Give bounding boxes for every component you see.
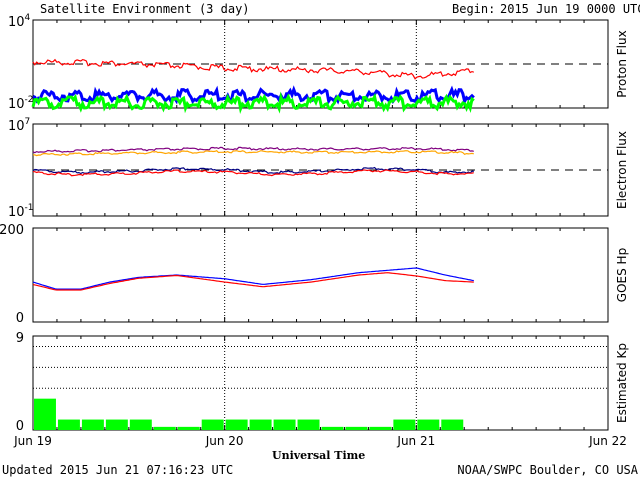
kp-bar	[345, 426, 368, 430]
kp-bar	[153, 426, 176, 430]
electron-y-tick-exponent: 7	[25, 117, 31, 127]
proton-y-tick-exponent: 4	[25, 13, 31, 23]
kp-bar	[417, 419, 440, 430]
begin-value: 2015 Jun 19 0000 UTC	[500, 2, 640, 16]
electron-series-purple	[32, 146, 474, 154]
x-tick-label: Jun 20	[205, 434, 244, 448]
kp-bar	[105, 419, 128, 430]
electron-y-axis-label: Electron Flux	[615, 131, 629, 209]
proton-y-tick-label: 104	[8, 13, 31, 30]
hp-series-blue	[32, 267, 474, 290]
hp-series-red	[32, 272, 474, 291]
hp-y-axis-label: GOES Hp	[615, 248, 629, 302]
electron-series-orange	[32, 150, 474, 157]
kp-bar	[177, 426, 200, 430]
kp-bar	[225, 419, 248, 430]
x-axis-label: Universal Time	[272, 449, 366, 462]
kp-bar	[34, 398, 56, 430]
proton-series-red	[32, 58, 474, 80]
proton-y-tick-exponent: -2	[25, 95, 34, 105]
electron-series-darkblue	[32, 166, 474, 175]
x-tick-label: Jun 22	[588, 434, 627, 448]
x-tick-label: Jun 19	[13, 434, 52, 448]
kp-panel-frame	[32, 335, 609, 431]
credit-text: NOAA/SWPC Boulder, CO USA	[457, 463, 638, 477]
kp-bar	[393, 419, 416, 430]
kp-bar	[297, 419, 320, 430]
kp-bar	[129, 419, 152, 430]
kp-bar	[249, 419, 272, 430]
kp-y-tick-label: 0	[16, 419, 24, 434]
electron-series-red	[33, 169, 474, 177]
electron-y-tick-label: 10-1	[8, 203, 34, 220]
proton-series-blue	[32, 85, 475, 106]
x-tick-label: Jun 21	[396, 434, 435, 448]
kp-bar	[273, 419, 296, 430]
kp-bar	[441, 419, 464, 430]
kp-bar	[57, 419, 80, 430]
proton-y-tick-label: 10-2	[8, 95, 34, 112]
hp-panel-frame	[32, 227, 609, 323]
kp-bar	[321, 426, 344, 430]
begin-label: Begin:	[452, 2, 496, 16]
electron-y-tick-exponent: -1	[25, 203, 34, 213]
proton-y-axis-label: Proton Flux	[615, 30, 629, 97]
electron-y-tick-label: 107	[8, 117, 30, 134]
proton-series-green	[31, 91, 475, 114]
kp-bar	[201, 419, 224, 430]
kp-bar	[369, 426, 392, 430]
kp-y-tick-label: 9	[16, 331, 24, 346]
kp-bar	[81, 419, 104, 430]
hp-y-tick-label: 200	[0, 223, 24, 238]
hp-y-tick-label: 0	[16, 311, 24, 326]
kp-y-axis-label: Estimated Kp	[615, 343, 629, 423]
chart-title: Satellite Environment (3 day)	[40, 2, 250, 16]
updated-timestamp: Updated 2015 Jun 21 07:16:23 UTC	[2, 463, 234, 477]
